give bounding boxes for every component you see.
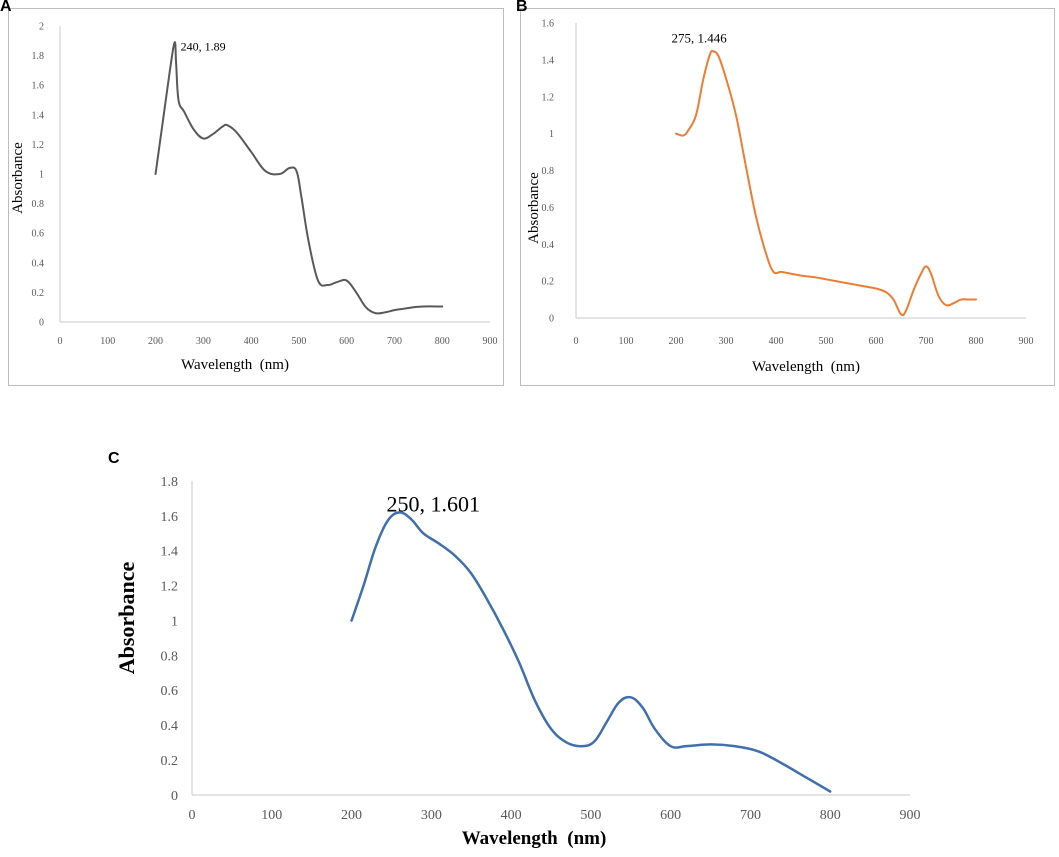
x-tick-label: 0 <box>189 808 196 823</box>
x-tick-label: 600 <box>339 336 354 347</box>
x-tick-label: 0 <box>574 336 579 347</box>
chart-svg-a: 0 100 200 300 400 500 600 700 800 900 0 0.2 0.4 0.6 0.… <box>10 22 498 374</box>
x-tick-label: 800 <box>820 808 841 823</box>
x-tick-label: 200 <box>669 336 684 347</box>
x-tick-label: 0 <box>58 336 63 347</box>
series-line <box>675 49 977 317</box>
x-tick-label: 700 <box>740 808 761 823</box>
x-tick-label: 100 <box>261 808 282 823</box>
y-tick-label: 1.2 <box>542 92 555 103</box>
y-tick-label: 0 <box>549 314 554 325</box>
y-tick-label: 1.2 <box>161 580 179 595</box>
chart-frame-b <box>520 8 1055 386</box>
panel-letter-a: A <box>0 0 12 15</box>
series-line <box>154 41 444 315</box>
x-axis-label: Wavelength (nm) <box>462 828 607 849</box>
y-tick-label: 0.6 <box>32 229 45 240</box>
x-axis-label: Wavelength (nm) <box>181 357 289 373</box>
y-tick-label: 1.4 <box>542 55 555 66</box>
y-tick-label: 2 <box>39 22 44 33</box>
y-tick-label: 1.8 <box>32 51 45 62</box>
x-tick-label: 100 <box>100 336 115 347</box>
y-tick-label: 1 <box>39 170 44 181</box>
y-tick-label: 1 <box>171 614 178 629</box>
y-tick-label: 1.4 <box>32 110 45 121</box>
x-tick-label: 900 <box>900 808 921 823</box>
x-tick-label: 200 <box>341 808 362 823</box>
chart-svg-c: 0 100 200 300 400 500 600 700 800 900 0 0.2 0.4 0.6 0.… <box>114 475 921 849</box>
peak-annotation: 250, 1.601 <box>386 492 480 517</box>
y-tick-label: 0.4 <box>161 719 179 734</box>
y-tick-label: 0 <box>39 318 44 329</box>
y-tick-label: 0.2 <box>32 288 45 299</box>
x-tick-label: 200 <box>148 336 163 347</box>
y-axis-label: Absorbance <box>114 562 139 675</box>
x-tick-label: 300 <box>421 808 442 823</box>
chart-panel-c: C 0 100 200 300 400 500 600 700 800 900 0 0.2 0.4 0.6… <box>0 440 1059 857</box>
x-axis-label: Wavelength (nm) <box>752 359 860 375</box>
y-tick-label: 1 <box>549 129 554 140</box>
chart-panel-b: B 0 100 200 300 400 500 600 700 800 900 0 0.2 0.4 0.6… <box>510 0 1059 390</box>
y-tick-label: 0.4 <box>32 258 45 269</box>
x-tick-label: 800 <box>969 336 984 347</box>
x-tick-label: 500 <box>291 336 306 347</box>
y-axis-label: Absorbance <box>10 142 26 214</box>
x-tick-label: 500 <box>819 336 834 347</box>
peak-annotation: 275, 1.446 <box>672 30 728 45</box>
y-tick-label: 0.4 <box>542 240 555 251</box>
y-tick-label: 0.8 <box>32 199 45 210</box>
y-tick-label: 1.2 <box>32 140 45 151</box>
x-tick-label: 900 <box>1019 336 1034 347</box>
y-axis-label: Absorbance <box>526 172 542 244</box>
x-tick-label: 400 <box>244 336 259 347</box>
x-tick-label: 100 <box>619 336 634 347</box>
x-tick-label: 800 <box>435 336 450 347</box>
y-tick-label: 0.2 <box>161 754 179 769</box>
y-tick-label: 1.8 <box>161 475 179 490</box>
x-tick-label: 300 <box>196 336 211 347</box>
panel-letter-c: C <box>108 450 120 467</box>
y-tick-label: 1.6 <box>542 19 555 30</box>
x-tick-label: 300 <box>719 336 734 347</box>
y-tick-label: 0.2 <box>542 277 555 288</box>
chart-frame-a <box>8 8 504 386</box>
peak-annotation: 240, 1.89 <box>181 39 226 53</box>
x-tick-label: 600 <box>660 808 681 823</box>
chart-svg-b: 0 100 200 300 400 500 600 700 800 900 0 0.2 0.4 0.6 0.… <box>526 19 1034 376</box>
x-tick-label: 400 <box>501 808 522 823</box>
panel-letter-b: B <box>516 0 528 15</box>
x-tick-label: 700 <box>387 336 402 347</box>
y-tick-label: 0.6 <box>542 203 555 214</box>
x-tick-label: 900 <box>483 336 498 347</box>
chart-panel-a: A 0 100 200 300 400 500 600 700 800 900 0 0.2 0.4 0.6… <box>0 0 510 390</box>
y-tick-label: 1.6 <box>161 510 179 525</box>
x-tick-label: 500 <box>580 808 601 823</box>
x-tick-label: 600 <box>869 336 884 347</box>
x-tick-label: 700 <box>919 336 934 347</box>
y-tick-label: 1.6 <box>32 81 45 92</box>
y-tick-label: 0 <box>171 789 178 804</box>
y-tick-label: 0.8 <box>542 166 555 177</box>
x-tick-label: 400 <box>769 336 784 347</box>
y-tick-label: 0.8 <box>161 649 179 664</box>
y-tick-label: 0.6 <box>161 684 179 699</box>
y-tick-label: 1.4 <box>161 545 179 560</box>
series-line <box>350 511 832 793</box>
